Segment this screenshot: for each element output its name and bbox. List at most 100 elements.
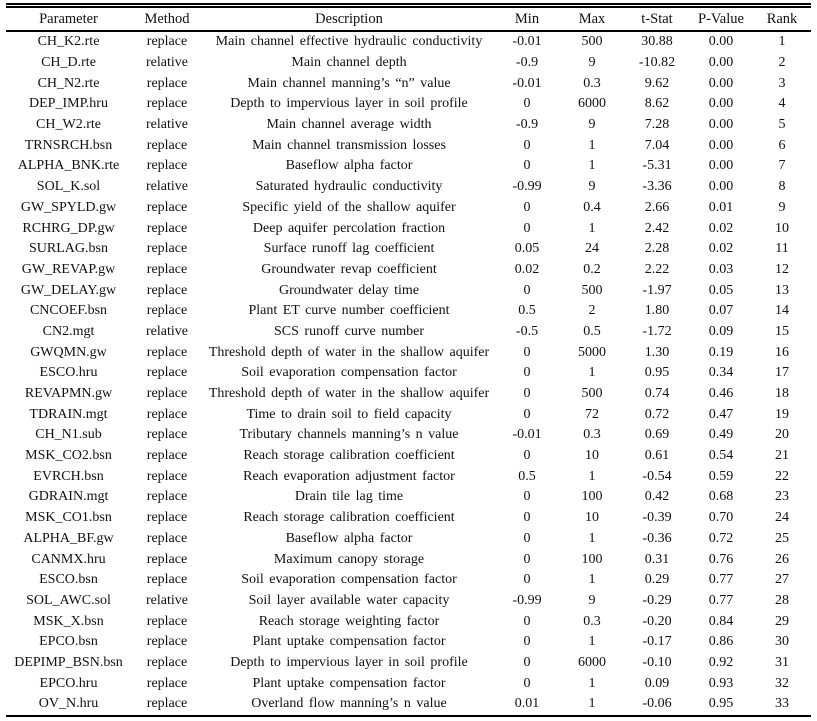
table-cell: 1.80	[644, 303, 670, 319]
table-cell: 0.49	[708, 427, 734, 443]
table-cell: 0.95	[644, 365, 670, 381]
table-cell: relative	[146, 117, 188, 133]
table-row: EVRCH.bsn replace Reach evaporation adjust…	[6, 466, 811, 487]
table-cell: 1	[778, 34, 786, 50]
table-cell: ESCO.hru	[39, 365, 98, 381]
table-cell: 0.07	[708, 303, 734, 319]
table-cell: Deep aquifer percolation fraction	[252, 220, 446, 236]
table-cell: -0.10	[642, 654, 672, 670]
table-cell: replace	[146, 613, 188, 629]
table-cell: 6000	[578, 96, 606, 112]
table-cell: replace	[146, 634, 188, 650]
table-cell: 8.62	[644, 96, 670, 112]
table-cell: 0	[523, 572, 531, 588]
table-row: SOL_AWC.sol relative Soil layer available …	[6, 591, 811, 612]
table-row: SOL_K.sol relative Saturated hydraulic con…	[6, 177, 811, 198]
table-cell: 0.92	[708, 654, 734, 670]
table-cell: 5000	[578, 344, 606, 360]
table-cell: Baseflow alpha factor	[285, 158, 413, 174]
table-cell: Time to drain soil to field capacity	[246, 406, 452, 422]
table-cell: 0.72	[708, 530, 734, 546]
table-cell: 14	[775, 303, 789, 319]
table-cell: replace	[146, 406, 188, 422]
table-cell: replace	[146, 241, 188, 257]
table-cell: Plant uptake compensation factor	[252, 634, 446, 650]
table-cell: 0	[523, 634, 531, 650]
table-row: DEP_IMP.hru replace Depth to impervious la…	[6, 94, 811, 115]
table-cell: 22	[775, 468, 789, 484]
column-header: P-Value	[698, 10, 744, 27]
table-cell: Soil evaporation compensation factor	[241, 365, 457, 381]
table-cell: 0.61	[644, 448, 670, 464]
table-cell: Plant ET curve number coefficient	[248, 303, 450, 319]
table-cell: ESCO.bsn	[39, 572, 98, 588]
table-cell: replace	[146, 530, 188, 546]
table-cell: 0.02	[708, 241, 734, 257]
table-cell: MSK_X.bsn	[33, 613, 104, 629]
table-row: ESCO.bsn replace Soil evaporation compensa…	[6, 570, 811, 591]
table-cell: 0.59	[708, 468, 734, 484]
table-cell: 1	[588, 365, 596, 381]
table-cell: 0	[523, 448, 531, 464]
table-cell: -5.31	[642, 158, 672, 174]
table-cell: 8	[778, 179, 786, 195]
table-cell: replace	[146, 551, 188, 567]
table-cell: 28	[775, 592, 789, 608]
header-row: Parameter Method Description Min Max t-Stat P-…	[6, 6, 811, 31]
table-cell: 100	[581, 489, 603, 505]
table-cell: 26	[775, 551, 789, 567]
column-header: t-Stat	[641, 10, 673, 27]
table-cell: Reach storage calibration coefficient	[243, 448, 455, 464]
table-row: OV_N.hru replace Overland flow manning’s n…	[6, 694, 811, 716]
table-cell: 0.29	[644, 572, 670, 588]
table-cell: 30.88	[641, 34, 673, 50]
table-cell: GWQMN.gw	[30, 344, 107, 360]
table-cell: Depth to impervious layer in soil profil…	[230, 96, 468, 112]
table-cell: 30	[775, 634, 789, 650]
table-cell: 9	[588, 117, 596, 133]
table-cell: CNCOEF.bsn	[29, 303, 108, 319]
table-cell: 18	[775, 386, 789, 402]
table-cell: 0.76	[708, 551, 734, 567]
table-cell: 1	[588, 468, 596, 484]
table-cell: -0.39	[642, 510, 672, 526]
table-cell: 24	[775, 510, 789, 526]
table-cell: Reach evaporation adjustment factor	[243, 468, 455, 484]
table-cell: Surface runoff lag coefficient	[263, 241, 435, 257]
table-cell: -3.36	[642, 179, 672, 195]
table-cell: 0	[523, 220, 531, 236]
table-cell: -0.01	[512, 75, 542, 91]
table-cell: replace	[146, 75, 188, 91]
table-cell: 500	[581, 282, 603, 298]
table-cell: relative	[146, 179, 188, 195]
table-cell: Reach storage calibration coefficient	[243, 510, 455, 526]
table-cell: 0.74	[644, 386, 670, 402]
table-cell: 1	[588, 137, 596, 153]
table-cell: 0.09	[708, 323, 734, 339]
table-cell: 0.2	[583, 261, 601, 277]
table-cell: 0.00	[708, 96, 734, 112]
table-cell: GDRAIN.mgt	[28, 489, 109, 505]
table-cell: 0.00	[708, 137, 734, 153]
table-cell: -0.01	[512, 427, 542, 443]
table-cell: 29	[775, 613, 789, 629]
table-cell: replace	[146, 386, 188, 402]
table-cell: Main channel manning’s “n” value	[247, 75, 451, 91]
table-cell: 10	[585, 510, 599, 526]
table-cell: Tributary channels manning’s n value	[239, 427, 459, 443]
table-cell: -0.06	[642, 696, 672, 712]
table-cell: 0	[523, 158, 531, 174]
table-cell: 1	[588, 572, 596, 588]
table-cell: -0.01	[512, 34, 542, 50]
table-row: CNCOEF.bsn replace Plant ET curve number c…	[6, 301, 811, 322]
table-cell: Specific yield of the shallow aquifer	[242, 199, 456, 215]
table-cell: DEP_IMP.hru	[29, 96, 108, 112]
table-cell: 16	[775, 344, 789, 360]
table-cell: 0.03	[708, 261, 734, 277]
table-cell: 500	[581, 34, 603, 50]
table-row: GW_SPYLD.gw replace Specific yield of the …	[6, 198, 811, 219]
table-cell: -0.17	[642, 634, 672, 650]
table-row: SURLAG.bsn replace Surface runoff lag coef…	[6, 239, 811, 260]
table-cell: 17	[775, 365, 789, 381]
table-cell: 0.00	[708, 158, 734, 174]
